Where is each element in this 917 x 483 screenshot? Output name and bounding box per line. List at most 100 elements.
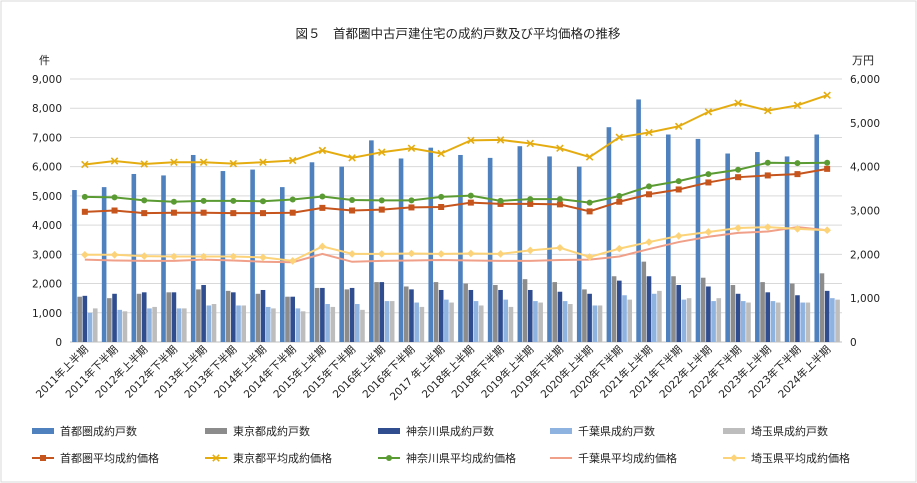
bar xyxy=(122,311,128,342)
bar xyxy=(147,308,152,342)
legend-swatch xyxy=(550,428,572,434)
bar xyxy=(82,295,88,342)
bar xyxy=(700,277,706,342)
line-point xyxy=(386,455,392,461)
bar xyxy=(206,305,212,342)
line-point xyxy=(288,257,297,265)
y-left-tick-label: 1,000 xyxy=(32,308,62,320)
line-point xyxy=(378,206,385,213)
bar xyxy=(87,312,93,342)
bar xyxy=(636,99,641,342)
line-point xyxy=(824,165,831,172)
y-left-tick-label: 9,000 xyxy=(32,74,62,86)
bar xyxy=(617,280,622,342)
bar xyxy=(166,292,172,342)
line-point xyxy=(585,253,594,261)
line-point xyxy=(170,198,177,205)
legend-label: 千葉県成約戸数 xyxy=(578,424,655,438)
bar xyxy=(681,299,687,342)
line-series xyxy=(84,167,828,215)
bar xyxy=(231,292,236,342)
bar xyxy=(300,311,306,342)
y-right-tick-label: 0 xyxy=(850,337,857,349)
bar xyxy=(770,301,776,342)
line-series xyxy=(84,161,828,204)
legend-label: 神奈川県平均成約価格 xyxy=(406,451,516,465)
bar xyxy=(805,302,811,342)
y-left-tick-label: 4,000 xyxy=(32,220,62,232)
line-point xyxy=(556,196,563,203)
line-point xyxy=(110,157,119,165)
bar xyxy=(830,298,835,342)
bar xyxy=(136,293,142,342)
bar xyxy=(478,305,484,342)
bar xyxy=(314,287,320,342)
line-point xyxy=(437,149,445,158)
legend-label: 埼玉県成約戸数 xyxy=(751,424,828,438)
line-point xyxy=(318,242,327,251)
bar xyxy=(641,261,647,342)
bar xyxy=(444,299,449,342)
bar xyxy=(775,302,781,342)
y-right-tick-label: 2,000 xyxy=(850,249,880,261)
bar xyxy=(374,282,379,342)
left-axis-unit: 件 xyxy=(39,54,50,67)
bar xyxy=(493,285,498,342)
bar xyxy=(409,289,414,342)
line-series xyxy=(84,94,828,166)
line-point xyxy=(408,204,415,211)
bar xyxy=(552,282,558,342)
bar xyxy=(458,154,463,342)
bar xyxy=(562,301,568,342)
bar xyxy=(211,304,217,342)
bar xyxy=(152,306,157,342)
bar xyxy=(101,187,107,342)
bar xyxy=(290,296,295,342)
y-left-tick-label: 8,000 xyxy=(32,103,62,115)
chart-title: 図５ 首都圏中古戸建住宅の成約戸数及び平均価格の推移 xyxy=(295,26,620,41)
bar xyxy=(622,295,627,342)
bar xyxy=(597,305,603,342)
line-point xyxy=(318,146,327,155)
line-point xyxy=(615,244,624,253)
line-point xyxy=(438,203,445,210)
line-point xyxy=(645,128,653,137)
line-point xyxy=(212,454,220,462)
bar xyxy=(527,289,533,342)
line-point xyxy=(735,174,742,181)
line-point xyxy=(260,210,266,217)
bar xyxy=(473,301,479,342)
line-point xyxy=(823,91,831,99)
bar xyxy=(190,154,196,342)
line-point xyxy=(734,224,742,232)
legend-label: 千葉県平均成約価格 xyxy=(578,451,677,465)
bar xyxy=(225,290,231,342)
line-point xyxy=(378,148,386,156)
line-point xyxy=(349,207,356,214)
bar xyxy=(339,166,344,342)
line-point xyxy=(467,136,475,145)
line-point xyxy=(675,186,682,193)
legend-label: 東京都平均成約価格 xyxy=(233,451,332,465)
bar xyxy=(789,283,795,342)
bar xyxy=(627,299,633,342)
line-point xyxy=(527,200,534,207)
line-point xyxy=(527,196,534,203)
line-point xyxy=(348,154,356,162)
line-point xyxy=(616,198,623,205)
bar xyxy=(171,292,177,342)
bar xyxy=(740,301,746,342)
bar xyxy=(706,286,711,342)
line-point xyxy=(259,253,267,262)
bar xyxy=(819,273,825,342)
bar xyxy=(117,309,123,342)
bar xyxy=(433,282,439,342)
line-point xyxy=(288,156,297,165)
line-point xyxy=(170,252,178,261)
legend-label: 埼玉県平均成約価格 xyxy=(751,451,850,465)
line-point xyxy=(764,159,771,166)
line-point xyxy=(824,159,831,166)
line-series xyxy=(84,226,828,264)
line-point xyxy=(438,193,445,200)
